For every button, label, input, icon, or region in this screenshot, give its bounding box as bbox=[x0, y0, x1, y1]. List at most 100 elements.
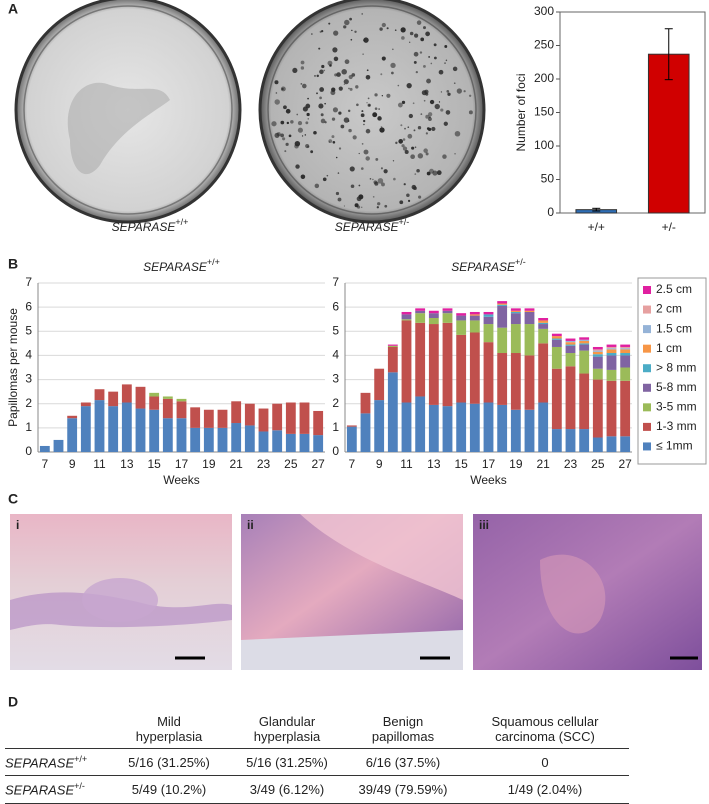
x-tick-label: 9 bbox=[376, 457, 383, 471]
focus bbox=[337, 172, 340, 174]
focus bbox=[366, 69, 369, 72]
focus bbox=[352, 135, 357, 140]
bar-segment bbox=[538, 324, 549, 329]
gene: SEPARASE bbox=[5, 755, 75, 771]
focus bbox=[347, 120, 350, 122]
bar-segment bbox=[565, 338, 576, 341]
bar-segment bbox=[428, 310, 439, 314]
focus bbox=[358, 184, 361, 187]
genotype: +/- bbox=[515, 257, 526, 267]
focus bbox=[276, 132, 281, 137]
focus bbox=[333, 30, 339, 36]
bar-segment bbox=[442, 406, 453, 452]
bar-segment bbox=[538, 343, 549, 403]
focus bbox=[363, 123, 365, 126]
y-tick-label: 7 bbox=[25, 275, 32, 289]
focus bbox=[447, 92, 451, 96]
focus bbox=[297, 127, 303, 133]
focus bbox=[397, 102, 403, 108]
focus bbox=[407, 126, 410, 129]
focus bbox=[374, 107, 378, 110]
focus bbox=[326, 174, 329, 177]
bar-segment bbox=[620, 346, 631, 349]
focus bbox=[407, 133, 413, 139]
bar-segment bbox=[67, 415, 78, 419]
x-axis-label: Weeks bbox=[470, 473, 506, 487]
focus bbox=[361, 110, 364, 113]
cell: 39/49 (79.59%) bbox=[345, 775, 461, 804]
bar-segment bbox=[579, 350, 590, 374]
bar-segment bbox=[203, 409, 214, 428]
focus bbox=[413, 51, 419, 57]
bar-segment bbox=[39, 445, 50, 452]
focus bbox=[443, 121, 448, 126]
bar-segment bbox=[606, 355, 617, 370]
bar-segment bbox=[538, 322, 549, 325]
bar-segment bbox=[456, 402, 467, 452]
x-axis-label: Weeks bbox=[163, 473, 199, 487]
genotype: +/- bbox=[399, 217, 410, 227]
focus bbox=[415, 70, 418, 74]
focus bbox=[286, 121, 290, 125]
focus bbox=[414, 146, 417, 149]
legend-swatch bbox=[643, 422, 651, 431]
bar-segment bbox=[244, 425, 255, 452]
bar-segment bbox=[415, 310, 426, 314]
bar-segment bbox=[121, 384, 132, 403]
bar-segment bbox=[592, 351, 603, 355]
focus bbox=[425, 114, 430, 119]
focus bbox=[456, 88, 462, 94]
bar-segment bbox=[579, 340, 590, 344]
bar-segment bbox=[592, 346, 603, 350]
legend-swatch bbox=[643, 403, 651, 412]
bar-segment bbox=[135, 386, 146, 409]
bar-segment bbox=[538, 318, 549, 321]
legend-label: > 8 mm bbox=[656, 360, 696, 374]
focus bbox=[300, 60, 305, 65]
bar-segment bbox=[285, 433, 296, 452]
focus bbox=[354, 30, 357, 33]
bar-segment bbox=[579, 373, 590, 430]
focus bbox=[420, 37, 425, 42]
focus bbox=[365, 128, 371, 134]
bar-segment bbox=[374, 400, 385, 452]
focus bbox=[305, 103, 311, 109]
y-tick-label: 0 bbox=[332, 444, 339, 458]
x-tick-label: 17 bbox=[175, 457, 189, 471]
legend-label: 3-5 mm bbox=[656, 400, 697, 414]
focus bbox=[323, 69, 326, 72]
x-tick-label: +/- bbox=[662, 220, 676, 234]
bar-segment bbox=[483, 314, 494, 317]
focus bbox=[399, 200, 404, 205]
bar-segment bbox=[299, 433, 310, 452]
cell: 5/49 (10.2%) bbox=[109, 775, 229, 804]
gene: SEPARASE bbox=[143, 260, 208, 274]
focus bbox=[319, 69, 324, 75]
focus bbox=[412, 102, 415, 105]
focus bbox=[307, 118, 309, 120]
bar-segment bbox=[483, 324, 494, 343]
focus bbox=[419, 51, 423, 54]
bar-segment bbox=[299, 402, 310, 434]
focus bbox=[379, 127, 385, 133]
x-tick-label: 27 bbox=[311, 457, 325, 471]
bar-segment bbox=[538, 328, 549, 344]
bar-segment bbox=[497, 305, 508, 328]
cell: 5/16 (31.25%) bbox=[229, 748, 345, 777]
bar-segment bbox=[469, 403, 480, 452]
focus bbox=[444, 62, 446, 65]
y-tick-label: 250 bbox=[534, 38, 554, 52]
focus bbox=[321, 64, 325, 69]
bar-segment bbox=[360, 392, 371, 414]
bar-segment bbox=[524, 324, 535, 356]
focus bbox=[434, 103, 440, 110]
plate bbox=[258, 0, 486, 224]
focus bbox=[392, 48, 394, 51]
bar-segment bbox=[551, 333, 562, 337]
bar-segment bbox=[592, 349, 603, 351]
y-tick-label: 3 bbox=[25, 372, 32, 386]
focus bbox=[302, 83, 307, 89]
focus bbox=[341, 69, 347, 75]
focus bbox=[294, 143, 299, 149]
focus bbox=[283, 105, 287, 110]
